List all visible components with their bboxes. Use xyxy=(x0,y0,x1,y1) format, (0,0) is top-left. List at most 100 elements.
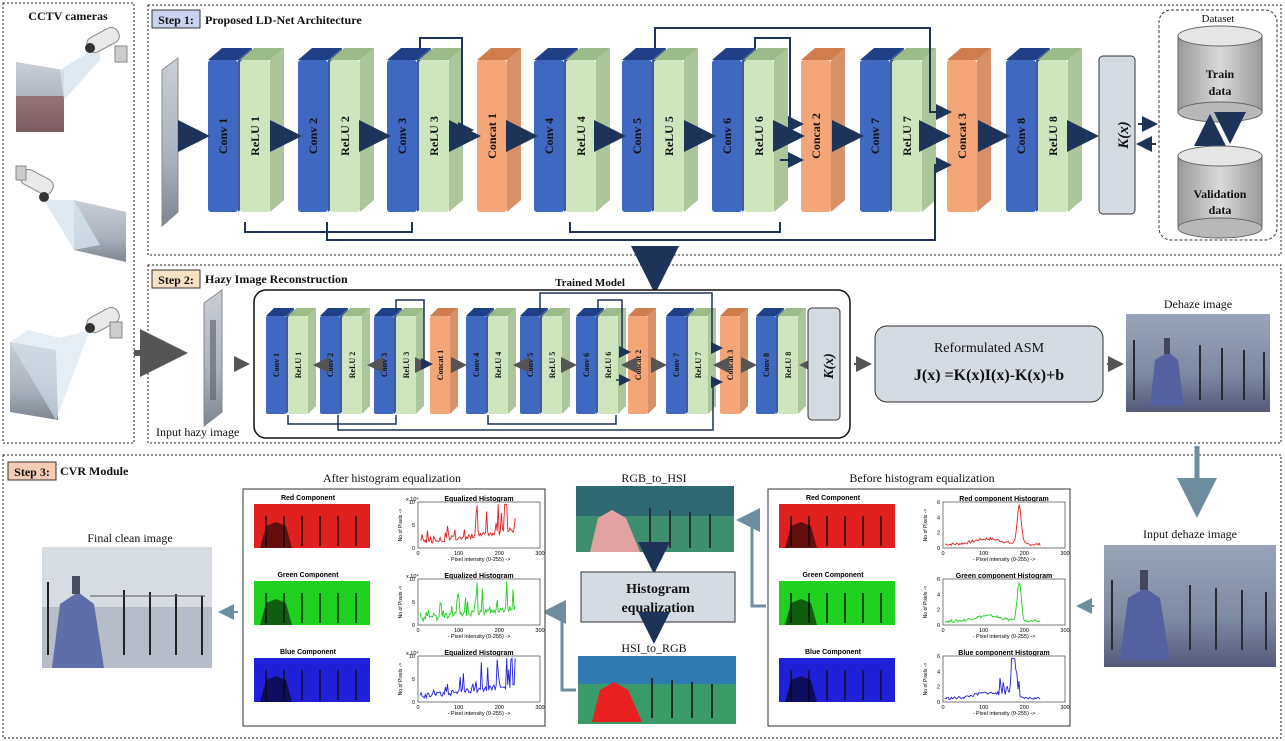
histogram-curve xyxy=(944,504,1041,547)
x-tick: 100 xyxy=(979,628,988,634)
step2-layer-relu-6: ReLU 6 xyxy=(598,308,626,414)
step3-badge xyxy=(7,461,57,481)
hist-eq-line2: equalization xyxy=(621,601,694,616)
step1-layer-relu-5: ReLU 5 xyxy=(654,48,698,212)
hsi-image-top xyxy=(576,486,734,552)
step2-layer-label: Concat 3 xyxy=(726,350,735,380)
y-tick: 10 xyxy=(409,654,415,660)
step1-skip-connections xyxy=(244,27,952,241)
x-tick: 100 xyxy=(454,628,463,634)
histogram-curve xyxy=(420,503,516,544)
y-axis-label: No of Pixels -> xyxy=(398,663,404,696)
x-axis-label: - Pixel intensity (0-255) -> xyxy=(973,557,1036,563)
step2-layer-relu-4: ReLU 4 xyxy=(488,308,516,414)
step2-layer-concat-2: Concat 2 xyxy=(628,308,656,414)
before-to-rgbhsi-arrow xyxy=(736,508,766,608)
histogram-title: Blue component Histogram xyxy=(958,650,1049,657)
step1-layer-concat-1: Concat 1 xyxy=(477,48,521,212)
x-axis-label: - Pixel intensity (0-255) -> xyxy=(448,634,511,640)
train-data-line1: Train xyxy=(1206,67,1235,81)
y-axis-label: No of Pixels -> xyxy=(398,586,404,619)
x-tick: 200 xyxy=(1020,551,1029,557)
before-histograms: Red Component Red component Histogram 0 100… xyxy=(779,495,1070,717)
step1-badge xyxy=(151,9,201,29)
y-tick: 4 xyxy=(937,669,940,675)
validation-data-cylinder: Validation data xyxy=(1177,145,1263,239)
step2-input-image xyxy=(203,289,223,428)
step2-layer-label: ReLU 8 xyxy=(784,352,793,378)
step1-kx-box: K(x) xyxy=(1098,55,1136,215)
y-tick: 6 xyxy=(937,500,940,506)
step1-layer-label: Concat 1 xyxy=(485,113,499,159)
x-axis-label: - Pixel intensity (0-255) -> xyxy=(973,711,1036,717)
y-tick: 2 xyxy=(937,685,940,691)
y-tick: 4 xyxy=(937,515,940,521)
x-tick: 300 xyxy=(535,628,544,634)
x-tick: 200 xyxy=(495,551,504,557)
after-green-component-panel: Green Component Equalized Histogram x 10⁴ 0… xyxy=(254,572,545,640)
step1-layer-label: Conv 4 xyxy=(542,118,556,154)
step2-badge-text: Step 2: xyxy=(158,273,194,287)
step1-layer-label: ReLU 4 xyxy=(574,116,588,156)
step2-layer-relu-8: ReLU 8 xyxy=(778,308,806,414)
x-tick: 200 xyxy=(495,628,504,634)
hsirgb-to-after-arrow xyxy=(542,600,576,692)
step2-layer-label: ReLU 7 xyxy=(694,352,703,378)
hist-eq-line1: Histogram xyxy=(626,582,690,597)
x-tick: 200 xyxy=(1020,628,1029,634)
step1-layer-label: ReLU 8 xyxy=(1046,116,1060,156)
asm-box: Reformulated ASM J(x) =K(x)I(x)-K(x)+b xyxy=(874,325,1104,403)
y-tick: 0 xyxy=(412,546,415,552)
y-tick: 5 xyxy=(412,677,415,683)
after-blue-component-panel: Blue Component Equalized Histogram x 10⁴ 0 1… xyxy=(254,649,545,717)
after-red-component-panel: Red Component Equalized Histogram x 10⁴ 0 10… xyxy=(254,495,545,563)
histogram-title: Red component Histogram xyxy=(959,496,1048,503)
y-tick: 0 xyxy=(412,700,415,706)
component-title: Green Component xyxy=(802,572,864,579)
step1-layer-concat-2: Concat 2 xyxy=(801,48,845,212)
x-tick: 300 xyxy=(1060,628,1069,634)
step2-layer-label: Conv 5 xyxy=(526,353,535,377)
step1-layer-relu-1: ReLU 1 xyxy=(240,48,284,212)
histogram-curve xyxy=(944,582,1041,624)
x-tick: 100 xyxy=(979,551,988,557)
component-title: Blue Component xyxy=(280,649,337,656)
step1-layer-label: Concat 3 xyxy=(955,113,969,159)
step1-layer-label: Conv 5 xyxy=(630,118,644,154)
histogram-equalization-box: Histogram equalization xyxy=(580,571,736,623)
step2-layer-label: ReLU 6 xyxy=(604,352,613,378)
after-histograms: Red Component Equalized Histogram x 10⁴ 0 10… xyxy=(254,495,545,717)
step2-layer-concat-1: Concat 1 xyxy=(430,308,458,414)
y-tick: 0 xyxy=(412,623,415,629)
before-label: Before histogram equalization xyxy=(849,471,994,485)
step2-layer-relu-3: ReLU 3 xyxy=(396,308,424,414)
step2-input-label: Input hazy image xyxy=(156,425,239,439)
x-tick: 0 xyxy=(941,628,944,634)
dataset-exchange-arrows xyxy=(1136,116,1158,152)
dehaze-image xyxy=(1126,314,1270,412)
step2-layer-concat-3: Concat 3 xyxy=(720,308,748,414)
step2-layer-label: Conv 1 xyxy=(272,353,281,377)
step1-layer-label: ReLU 3 xyxy=(427,116,441,156)
step1-layer-label: Conv 6 xyxy=(720,118,734,154)
x-tick: 300 xyxy=(1060,551,1069,557)
y-tick: 5 xyxy=(412,600,415,606)
step2-layer-relu-1: ReLU 1 xyxy=(288,308,316,414)
step1-layer-label: Conv 2 xyxy=(306,118,320,154)
step2-layer-label: Conv 4 xyxy=(472,353,481,377)
trained-model-label: Trained Model xyxy=(555,277,625,289)
hsi-to-rgb-label: HSI_to_RGB xyxy=(621,641,686,655)
hsi-image-bottom xyxy=(578,656,736,724)
y-tick: 6 xyxy=(937,654,940,660)
train-validation-arrows xyxy=(1194,112,1246,146)
step1-layer-label: ReLU 1 xyxy=(248,116,262,156)
step2-layer-label: Concat 1 xyxy=(436,350,445,380)
step1-layer-relu-6: ReLU 6 xyxy=(744,48,788,212)
exponent-label: x 10⁴ xyxy=(406,496,419,503)
step1-input-image xyxy=(161,57,179,228)
step2-badge xyxy=(151,269,201,289)
histogram-title: Equalized Histogram xyxy=(444,650,513,657)
x-tick: 200 xyxy=(495,705,504,711)
step2-layer-label: Conv 7 xyxy=(672,353,681,377)
before-red-component-panel: Red Component Red component Histogram 0 100… xyxy=(779,495,1070,563)
